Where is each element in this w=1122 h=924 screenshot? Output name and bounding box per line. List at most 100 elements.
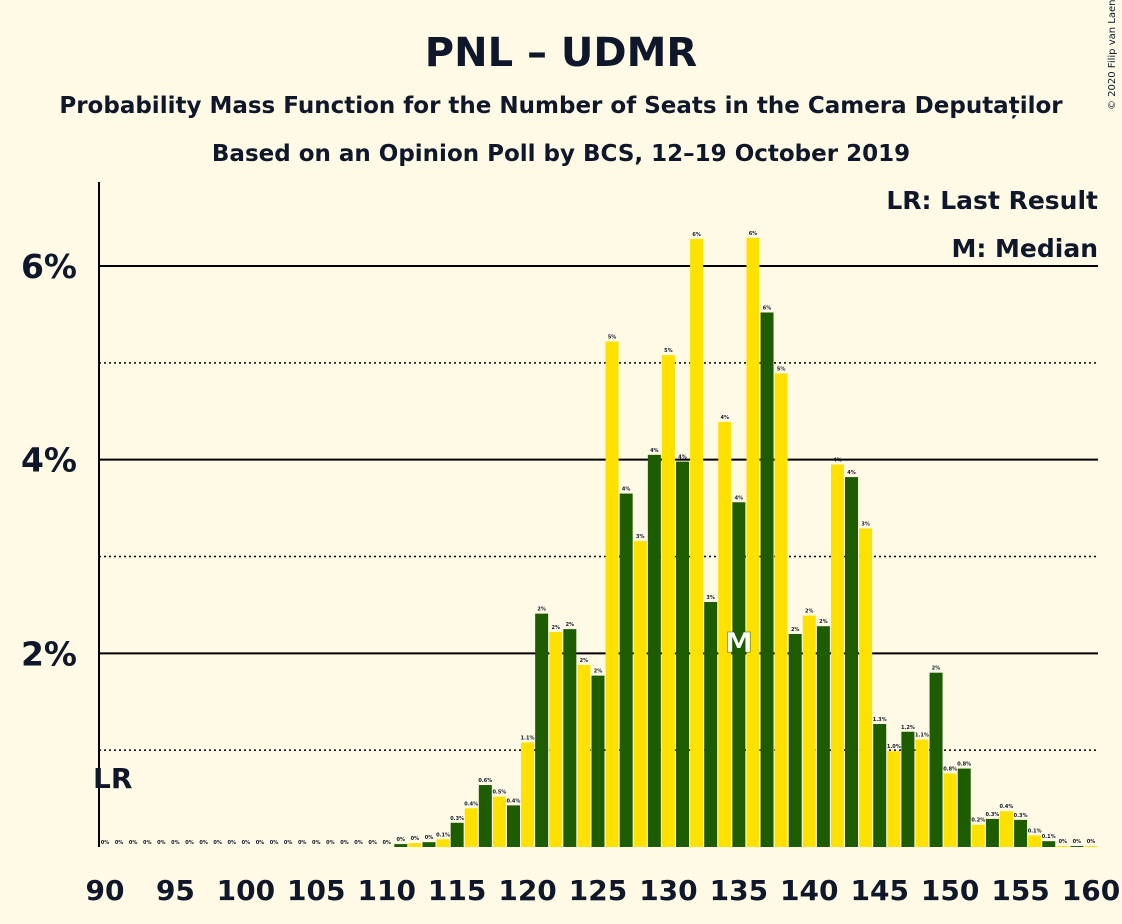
x-tick-label: 115 (428, 874, 486, 907)
bar (816, 626, 830, 847)
bar (1042, 841, 1056, 847)
data-label: 1.2% (901, 725, 915, 731)
data-label: 0.8% (943, 766, 957, 772)
bar (859, 528, 873, 847)
chart-subtitle-2: Based on an Opinion Poll by BCS, 12–19 O… (212, 141, 910, 167)
data-label: 0% (256, 840, 265, 846)
x-tick-label: 95 (156, 874, 195, 907)
data-label: 4% (622, 487, 631, 493)
x-tick-label: 105 (287, 874, 345, 907)
data-label: 1.0% (887, 744, 901, 750)
data-label: 6% (692, 232, 701, 238)
bar (943, 773, 957, 847)
data-label: 0% (397, 837, 406, 843)
bar (746, 237, 760, 847)
x-tick-label: 160 (1062, 874, 1120, 907)
data-label: 0.4% (507, 798, 521, 804)
x-tick-label: 150 (921, 874, 979, 907)
bar (676, 461, 690, 847)
bar (535, 613, 549, 847)
bar (957, 768, 971, 847)
bar (901, 731, 915, 847)
bar (1028, 835, 1042, 847)
data-label: 0% (199, 840, 208, 846)
x-tick-label: 130 (639, 874, 697, 907)
bar (704, 602, 718, 847)
bar (521, 742, 535, 847)
bar (788, 633, 802, 847)
data-label: 0% (242, 840, 251, 846)
x-tick-label: 140 (780, 874, 838, 907)
data-label: 0% (185, 840, 194, 846)
bar (887, 751, 901, 847)
x-tick-label: 90 (86, 874, 125, 907)
data-label: 4% (678, 455, 687, 461)
data-label: 0% (326, 840, 335, 846)
data-label: 0% (340, 840, 349, 846)
x-tick-label: 100 (217, 874, 275, 907)
data-labels-group: 0% 0% 0% 0% 0% 0% 0% 0% 0% 0% 0% 0% 0% 0% 0% 0% 0% 0% 0% 0%… (101, 231, 1096, 846)
data-label: 0% (354, 840, 363, 846)
bar (915, 739, 929, 847)
bar (985, 818, 999, 847)
data-label: 0% (115, 840, 124, 846)
data-label: 0% (1087, 839, 1096, 845)
data-label: 6% (749, 231, 758, 237)
data-label: 2% (791, 627, 800, 633)
data-label: 4% (847, 470, 856, 476)
data-label: 0.3% (985, 812, 999, 818)
data-label: 6% (763, 305, 772, 311)
bar (549, 632, 563, 847)
copyright-text: © 2020 Filip van Laenen (1107, 0, 1118, 110)
x-tick-label: 110 (357, 874, 415, 907)
bar (718, 421, 732, 847)
bar (506, 805, 520, 847)
legend-median: M: Median (951, 234, 1098, 263)
data-label: 0% (143, 840, 152, 846)
x-tick-label: 135 (710, 874, 768, 907)
data-label: 0.4% (464, 801, 478, 807)
data-label: 4% (650, 448, 659, 454)
bar (647, 454, 661, 847)
axes-group: 2% 4% 6% 90 95 100 105 110 115 120 125 130 135 140 145… (21, 182, 1120, 907)
bar (1014, 819, 1028, 847)
data-label: 4% (833, 458, 842, 464)
data-label: 4% (721, 415, 730, 421)
data-label: 0.8% (957, 762, 971, 768)
bar (873, 724, 887, 847)
chart-title: PNL – UDMR (425, 30, 697, 76)
data-label: 0% (298, 840, 307, 846)
bar (436, 839, 450, 847)
data-label: 0% (157, 840, 166, 846)
bar (633, 541, 647, 847)
data-label: 0% (284, 840, 293, 846)
bar (830, 464, 844, 847)
median-marker: M (725, 626, 753, 659)
data-label: 0% (368, 840, 377, 846)
grid-lines (99, 265, 1098, 751)
data-label: 0.6% (478, 778, 492, 784)
data-label: 0% (312, 840, 321, 846)
x-tick-label: 120 (498, 874, 556, 907)
data-label: 5% (777, 366, 786, 372)
data-label: 0.1% (1042, 834, 1056, 840)
x-tick-label: 145 (850, 874, 908, 907)
data-label: 0% (1073, 839, 1082, 845)
x-tick-label: 125 (569, 874, 627, 907)
data-label: 3% (636, 534, 645, 540)
data-label: 0.5% (492, 790, 506, 796)
bar (690, 238, 704, 848)
data-label: 2% (805, 609, 814, 615)
y-tick-label: 6% (21, 247, 77, 286)
bar (591, 675, 605, 847)
data-label: 2% (537, 607, 546, 613)
chart-subtitle-1: Probability Mass Function for the Number… (59, 93, 1063, 119)
bar (1084, 846, 1098, 847)
bar (394, 844, 408, 847)
data-label: 3% (861, 521, 870, 527)
x-tick-label: 155 (991, 874, 1049, 907)
bar (408, 843, 422, 847)
bar (422, 842, 436, 847)
data-label: 0% (129, 840, 138, 846)
data-label: 2% (566, 622, 575, 628)
